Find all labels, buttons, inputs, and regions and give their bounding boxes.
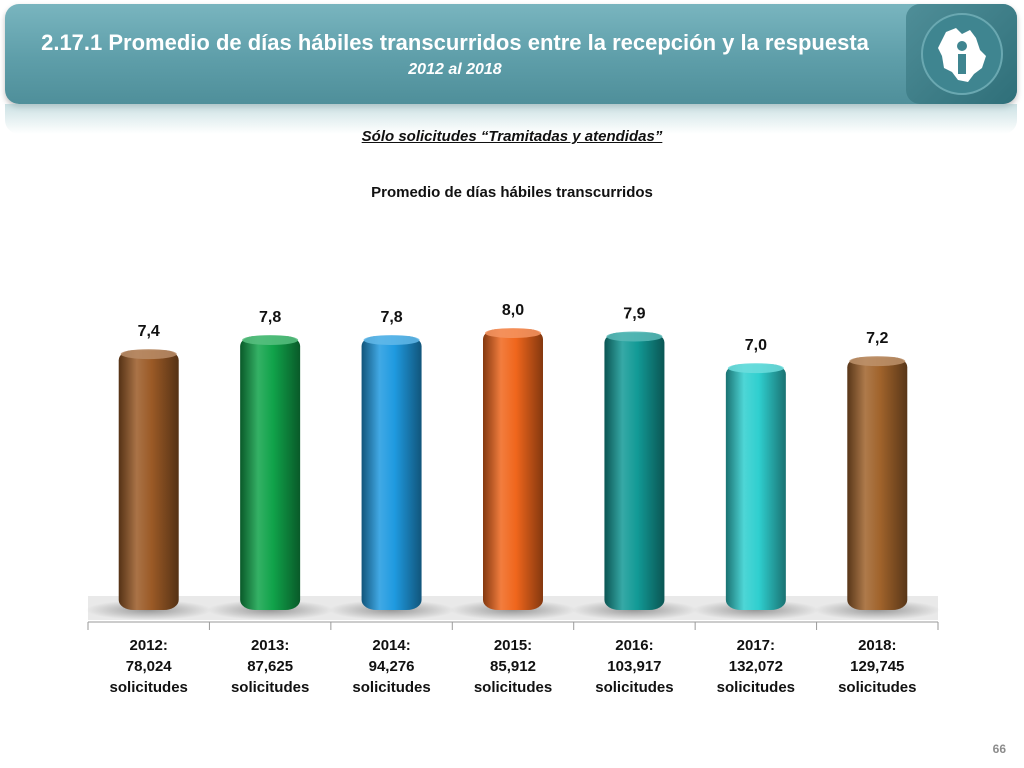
page-subtitle: 2012 al 2018: [408, 61, 502, 78]
data-label: 7,8: [380, 309, 402, 326]
bar-cap: [242, 335, 299, 346]
header-banner-reflection: [5, 104, 1017, 134]
x-tick-label: 2013:: [251, 637, 289, 654]
data-label: 7,0: [745, 337, 767, 354]
x-tick-label: solicitudes: [352, 679, 430, 696]
bar-cap: [727, 363, 784, 374]
x-tick-label: 2012:: [130, 637, 168, 654]
bar-cap: [606, 331, 663, 342]
bar: [483, 329, 543, 610]
bar: [604, 332, 665, 610]
cdmx-map-info-icon: [921, 13, 1003, 95]
x-tick-label: 87,625: [247, 658, 293, 675]
x-tick-label: 2014:: [372, 637, 410, 654]
data-label: 7,4: [138, 323, 160, 340]
x-tick-label: solicitudes: [474, 679, 552, 696]
bar: [361, 336, 422, 610]
x-tick-label: solicitudes: [110, 679, 188, 696]
x-tick-label: 129,745: [850, 658, 904, 675]
page-title: 2.17.1 Promedio de días hábiles transcur…: [41, 30, 869, 55]
x-tick-label: 103,917: [607, 658, 661, 675]
bar-cap: [849, 356, 906, 367]
x-tick-label: 2017:: [737, 637, 775, 654]
data-label: 7,9: [623, 306, 645, 323]
x-tick-label: solicitudes: [595, 679, 673, 696]
bar: [725, 364, 786, 610]
chart-title: Promedio de días hábiles transcurridos: [371, 184, 653, 201]
x-tick-label: solicitudes: [717, 679, 795, 696]
section-label: Sólo solicitudes “Tramitadas y atendidas…: [361, 128, 663, 145]
bar-cap: [485, 328, 541, 339]
x-tick-label: 85,912: [490, 658, 536, 675]
data-label: 7,2: [866, 330, 888, 347]
x-tick-label: 132,072: [729, 658, 783, 675]
data-label: 8,0: [502, 302, 524, 319]
bar: [240, 336, 301, 610]
x-tick-label: 2018:: [858, 637, 896, 654]
data-label: 7,8: [259, 309, 281, 326]
bar: [118, 350, 179, 610]
bar-cap: [120, 349, 177, 360]
x-tick-label: 78,024: [126, 658, 173, 675]
header-banner: [5, 4, 1017, 104]
bar: [847, 357, 908, 610]
x-tick-label: 2015:: [494, 637, 532, 654]
x-tick-label: solicitudes: [838, 679, 916, 696]
x-tick-label: 2016:: [615, 637, 653, 654]
page-number: 66: [992, 742, 1006, 756]
bar-cap: [363, 335, 420, 346]
x-tick-label: solicitudes: [231, 679, 309, 696]
logo: [906, 4, 1017, 104]
x-tick-label: 94,276: [369, 658, 415, 675]
